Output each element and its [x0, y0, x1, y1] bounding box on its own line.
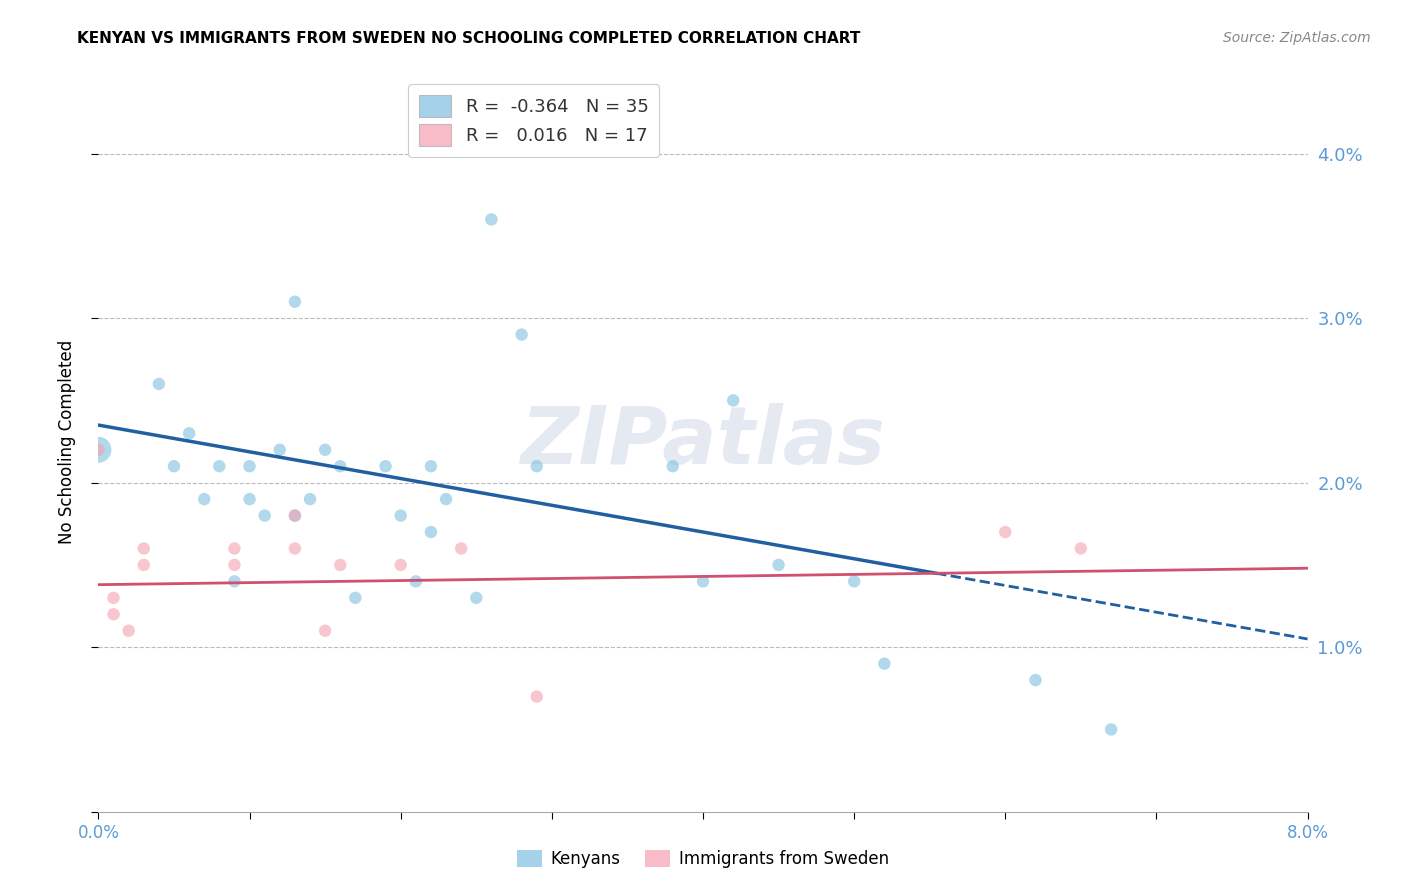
Text: Source: ZipAtlas.com: Source: ZipAtlas.com	[1223, 31, 1371, 45]
Point	[405, 574, 427, 589]
Point	[148, 376, 170, 391]
Point	[269, 442, 291, 457]
Text: ZIPatlas: ZIPatlas	[520, 402, 886, 481]
Point	[329, 558, 352, 572]
Point	[193, 492, 215, 507]
Point	[284, 294, 307, 309]
Point	[284, 508, 307, 523]
Point	[844, 574, 866, 589]
Point	[692, 574, 714, 589]
Point	[87, 442, 110, 457]
Point	[420, 459, 443, 474]
Point	[179, 426, 201, 441]
Point	[374, 459, 396, 474]
Point	[284, 508, 307, 523]
Point	[224, 541, 246, 556]
Point	[389, 508, 412, 523]
Point	[450, 541, 472, 556]
Point	[118, 624, 141, 638]
Point	[299, 492, 322, 507]
Text: KENYAN VS IMMIGRANTS FROM SWEDEN NO SCHOOLING COMPLETED CORRELATION CHART: KENYAN VS IMMIGRANTS FROM SWEDEN NO SCHO…	[77, 31, 860, 46]
Point	[526, 690, 548, 704]
Point	[132, 558, 155, 572]
Point	[994, 524, 1017, 539]
Point	[87, 442, 110, 457]
Point	[723, 393, 745, 408]
Point	[103, 607, 125, 622]
Point	[481, 212, 503, 227]
Point	[103, 591, 125, 605]
Point	[420, 524, 443, 539]
Point	[526, 459, 548, 474]
Point	[329, 459, 352, 474]
Point	[434, 492, 457, 507]
Point	[253, 508, 276, 523]
Point	[344, 591, 367, 605]
Legend: Kenyans, Immigrants from Sweden: Kenyans, Immigrants from Sweden	[510, 843, 896, 875]
Point	[465, 591, 488, 605]
Legend: R =  -0.364   N = 35, R =   0.016   N = 17: R = -0.364 N = 35, R = 0.016 N = 17	[408, 84, 659, 157]
Point	[389, 558, 412, 572]
Point	[239, 492, 262, 507]
Y-axis label: No Schooling Completed: No Schooling Completed	[58, 340, 76, 543]
Point	[208, 459, 231, 474]
Point	[768, 558, 790, 572]
Point	[314, 624, 336, 638]
Point	[873, 657, 896, 671]
Point	[510, 327, 533, 342]
Point	[1070, 541, 1092, 556]
Point	[314, 442, 336, 457]
Point	[163, 459, 186, 474]
Point	[224, 574, 246, 589]
Point	[239, 459, 262, 474]
Point	[284, 541, 307, 556]
Point	[1025, 673, 1047, 687]
Point	[1099, 723, 1122, 737]
Point	[224, 558, 246, 572]
Point	[132, 541, 155, 556]
Point	[661, 459, 683, 474]
